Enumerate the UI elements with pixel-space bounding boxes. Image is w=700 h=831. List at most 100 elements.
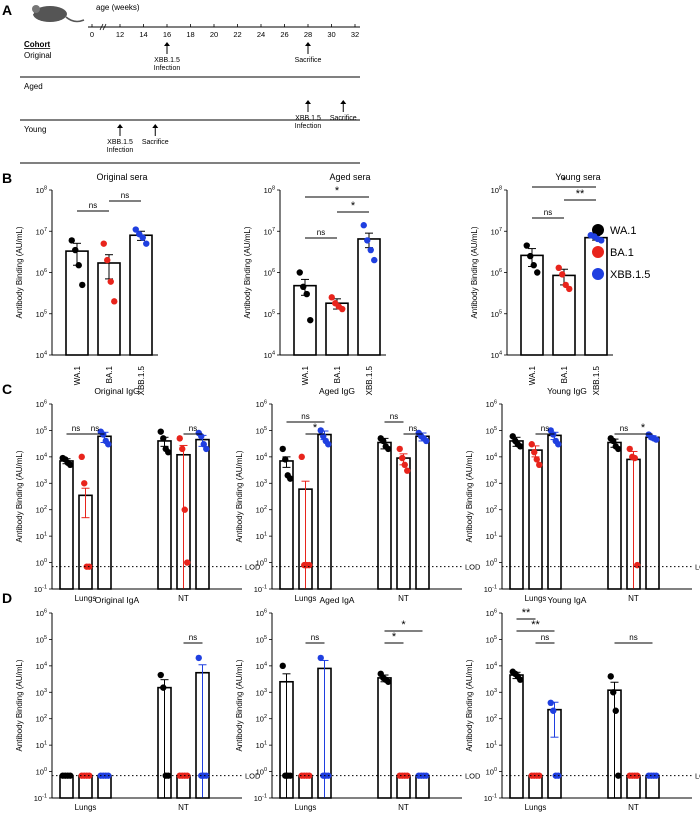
y-axis-label: Antibody Binding (AU/mL) (470, 226, 479, 318)
bar (129, 234, 153, 356)
chart-title: Young IgG (547, 386, 587, 396)
y-tick-label: 104 (256, 452, 267, 462)
group-label: Lungs (295, 803, 317, 812)
data-point (598, 237, 605, 244)
data-point (380, 437, 387, 445)
y-axis-label: Antibody Binding (AU/mL) (15, 450, 24, 542)
bar (59, 774, 74, 799)
timeline-tick-label: 26 (280, 30, 288, 39)
significance-label: ns (629, 633, 637, 642)
y-tick-label: 105 (36, 426, 47, 436)
chart-title: Young sera (555, 172, 600, 182)
data-point (396, 445, 403, 453)
y-tick-label: 104 (264, 351, 275, 361)
bar (97, 774, 112, 799)
data-point (303, 290, 310, 298)
timeline-tick-label: 16 (163, 30, 171, 39)
data-point (530, 262, 537, 269)
data-point (531, 449, 538, 456)
cohort-name: Original (24, 51, 52, 60)
group-label: Lungs (525, 594, 547, 603)
panel-label-a: A (2, 2, 12, 18)
significance-label: ns (317, 228, 325, 237)
data-point (296, 269, 303, 276)
data-point (105, 441, 112, 448)
legend-marker (592, 268, 604, 280)
cohort-header: Cohort (24, 40, 51, 49)
data-point (653, 436, 660, 443)
data-point (195, 654, 202, 662)
bar (528, 774, 543, 799)
y-tick-label: 105 (36, 635, 47, 645)
significance-label: ns (121, 191, 129, 200)
group-label: Lungs (295, 594, 317, 603)
significance-label: ** (531, 619, 540, 631)
bar (195, 438, 210, 590)
y-tick-label: 106 (256, 609, 267, 619)
event-label: Sacrifice (295, 57, 322, 64)
y-tick-label: 101 (256, 741, 267, 751)
y-tick-label: 101 (36, 532, 47, 542)
y-tick-label: 103 (486, 688, 497, 698)
significance-label: ns (311, 633, 319, 642)
grouped-chart: Original IgA 10-1 100 101 102 103 104 105 106 Ant… (15, 595, 261, 812)
grouped-chart: Original IgG 10-1 100 101 102 103 104 105 106 Ant… (15, 386, 261, 603)
data-point (317, 427, 324, 434)
data-point (528, 441, 535, 448)
group-label: Lungs (525, 803, 547, 812)
data-point (181, 506, 188, 513)
y-axis-label: Antibody Binding (AU/mL) (15, 659, 24, 751)
y-tick-label: 106 (486, 400, 497, 410)
y-tick-label: 10-1 (254, 794, 267, 804)
bar (298, 774, 313, 799)
legend-label: BA.1 (610, 247, 634, 259)
event-arrowhead (305, 42, 311, 46)
lod-label: LOD (695, 772, 700, 781)
data-point (385, 445, 392, 453)
data-point (385, 678, 392, 685)
panel-label-d: D (2, 590, 12, 606)
y-tick-label: 10-1 (484, 585, 497, 595)
timeline-tick-label: 14 (139, 30, 147, 39)
legend: WA.1 BA.1 XBB.1.5 (592, 224, 650, 281)
bar (415, 435, 430, 590)
bar (547, 434, 562, 590)
y-tick-label: 106 (36, 609, 47, 619)
data-point (75, 262, 82, 269)
chart-title: Original IgA (95, 595, 140, 605)
bar (509, 674, 524, 799)
data-point (517, 676, 524, 683)
y-tick-label: 106 (256, 400, 267, 410)
y-tick-label: 10-1 (484, 794, 497, 804)
y-tick-label: 105 (36, 309, 47, 319)
event-label: Infection (107, 147, 134, 154)
significance-label: * (562, 175, 567, 187)
data-point (607, 673, 614, 680)
chart-title: Aged IgG (319, 386, 355, 396)
event-label: Sacrifice (142, 139, 169, 146)
significance-label: ns (72, 424, 80, 433)
y-tick-label: 101 (486, 532, 497, 542)
y-tick-label: 104 (256, 661, 267, 671)
bar (509, 440, 524, 590)
event-arrowhead (117, 124, 123, 128)
data-point (107, 278, 114, 285)
category-label: BA.1 (560, 365, 569, 383)
y-tick-label: 102 (36, 714, 47, 724)
lod-label: LOD (695, 563, 700, 572)
y-tick-label: 108 (264, 186, 275, 196)
y-tick-label: 105 (486, 426, 497, 436)
data-point (279, 662, 286, 670)
data-point (534, 269, 541, 276)
data-point (143, 240, 150, 247)
panel-label-b: B (2, 170, 12, 186)
group-label: NT (628, 803, 639, 812)
bar (520, 254, 544, 356)
category-label: WA.1 (73, 365, 82, 385)
data-point (287, 475, 294, 482)
timeline-tick-label: 20 (210, 30, 218, 39)
significance-label: ns (91, 424, 99, 433)
y-tick-label: 104 (486, 661, 497, 671)
data-point (279, 445, 286, 453)
data-point (325, 441, 332, 448)
